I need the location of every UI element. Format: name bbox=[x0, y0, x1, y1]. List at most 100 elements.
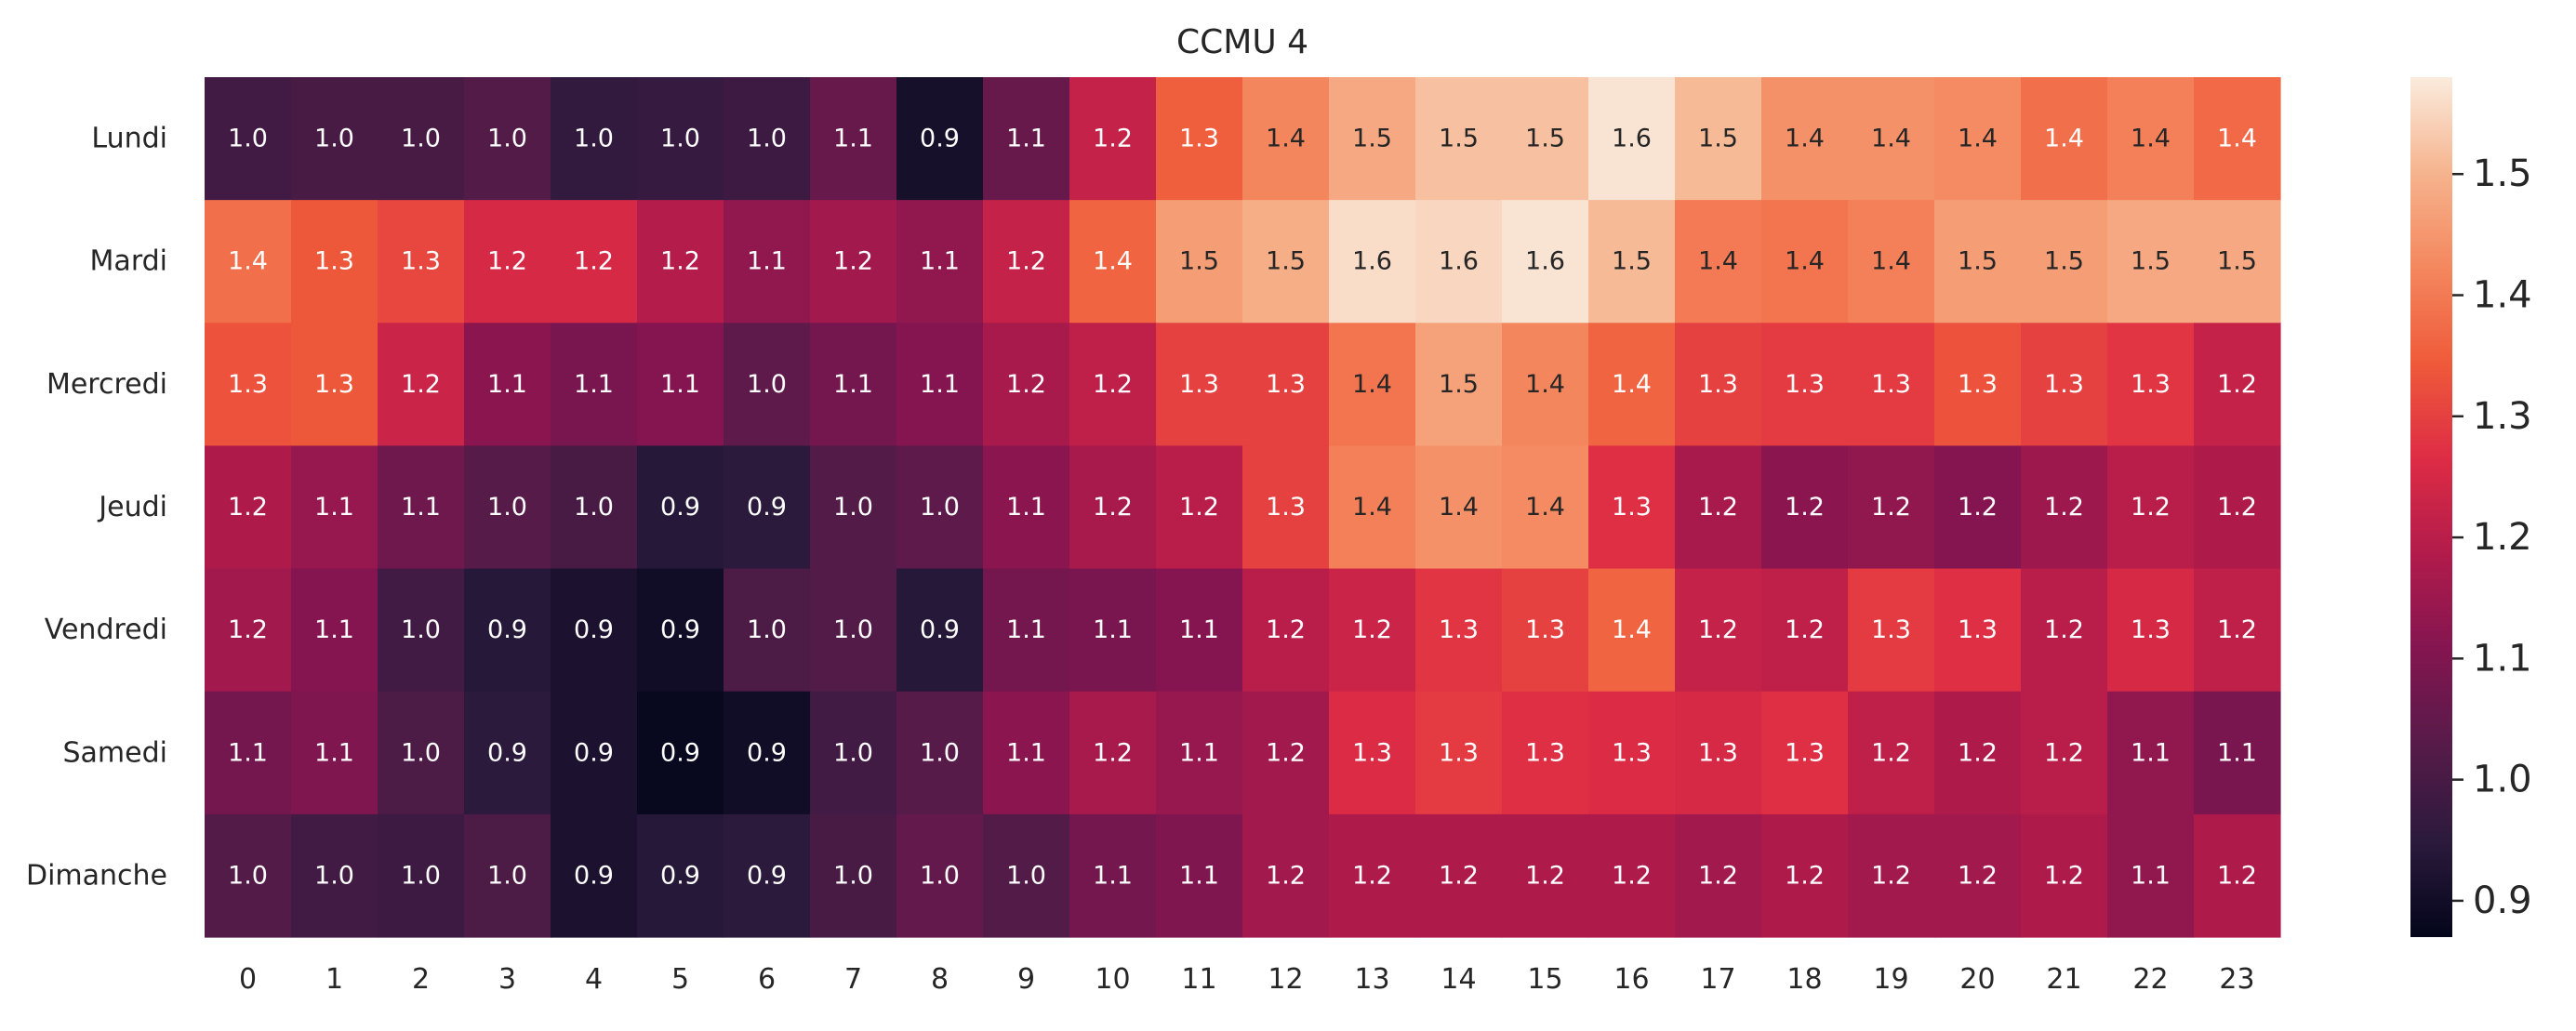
heatmap-cell bbox=[2021, 813, 2108, 938]
heatmap-cell bbox=[1675, 568, 1762, 693]
heatmap-cell bbox=[724, 77, 811, 201]
cell-value-label: 1.2 bbox=[2044, 861, 2084, 890]
cell-value-label: 1.2 bbox=[1785, 861, 1825, 890]
heatmap-cell bbox=[378, 813, 465, 938]
cell-value-label: 1.3 bbox=[314, 370, 354, 399]
cell-value-label: 1.3 bbox=[1871, 370, 1911, 399]
y-tick-label: Jeudi bbox=[97, 491, 167, 523]
cell-value-label: 1.0 bbox=[401, 615, 441, 644]
cell-value-label: 1.2 bbox=[401, 370, 441, 399]
colorbar: 0.9 1.0 1.1 1.2 1.3 1.4 1.5 bbox=[2410, 77, 2532, 937]
cell-value-label: 1.2 bbox=[228, 493, 268, 522]
heatmap-cell bbox=[1329, 568, 1416, 693]
colorbar-gradient bbox=[2410, 77, 2452, 937]
cell-value-label: 1.0 bbox=[660, 125, 700, 153]
cell-value-label: 1.2 bbox=[2131, 493, 2171, 522]
heatmap-cell bbox=[1415, 813, 1503, 938]
cell-value-label: 1.4 bbox=[1958, 125, 1998, 153]
cell-value-label: 1.0 bbox=[747, 615, 787, 644]
heatmap-cell bbox=[810, 813, 897, 938]
heatmap-cell bbox=[896, 77, 984, 201]
heatmap-cell bbox=[1069, 323, 1157, 447]
heatmap-cell bbox=[1069, 813, 1157, 938]
cell-value-label: 1.1 bbox=[1006, 738, 1046, 767]
cell-value-label: 0.9 bbox=[487, 738, 527, 767]
heatmap-cell bbox=[1156, 323, 1243, 447]
heatmap-cell bbox=[2021, 77, 2108, 201]
cell-value-label: 1.0 bbox=[314, 861, 354, 890]
cell-value-label: 1.3 bbox=[1439, 615, 1479, 644]
heatmap-cell bbox=[810, 445, 897, 570]
y-tick-label: Dimanche bbox=[26, 859, 167, 892]
heatmap-cell bbox=[2021, 568, 2108, 693]
x-tick-label: 15 bbox=[1527, 963, 1562, 996]
heatmap-cell bbox=[637, 568, 724, 693]
heatmap-cell bbox=[205, 77, 292, 201]
cell-value-label: 1.1 bbox=[487, 370, 527, 399]
cell-value-label: 0.9 bbox=[660, 861, 700, 890]
heatmap-cell bbox=[637, 813, 724, 938]
heatmap-cell bbox=[205, 445, 292, 570]
heatmap-cell bbox=[2194, 77, 2281, 201]
y-tick-label: Mercredi bbox=[46, 368, 167, 401]
heatmap-cell bbox=[551, 77, 638, 201]
cell-value-label: 1.2 bbox=[1785, 493, 1825, 522]
cell-value-label: 1.4 bbox=[2217, 125, 2257, 153]
heatmap-cell bbox=[1415, 323, 1503, 447]
x-tick-label: 18 bbox=[1786, 963, 1822, 996]
cell-value-label: 1.3 bbox=[2044, 370, 2084, 399]
cell-value-label: 1.1 bbox=[2217, 738, 2257, 767]
heatmap-cell bbox=[378, 691, 465, 815]
cell-value-label: 1.2 bbox=[2217, 370, 2257, 399]
x-tick-label: 23 bbox=[2219, 963, 2254, 996]
heatmap-cell bbox=[983, 445, 1070, 570]
cell-value-label: 1.2 bbox=[1958, 861, 1998, 890]
cell-value-label: 1.2 bbox=[833, 247, 873, 276]
cell-value-label: 1.1 bbox=[920, 370, 960, 399]
heatmap-cell bbox=[1675, 813, 1762, 938]
cell-value-label: 1.0 bbox=[487, 861, 527, 890]
heatmap-cell bbox=[291, 445, 378, 570]
cell-value-label: 1.3 bbox=[1525, 738, 1565, 767]
x-tick-label: 19 bbox=[1873, 963, 1908, 996]
heatmap-cell bbox=[205, 568, 292, 693]
cell-value-label: 1.2 bbox=[1006, 247, 1046, 276]
cell-value-label: 1.0 bbox=[401, 738, 441, 767]
heatmap-cell bbox=[2194, 200, 2281, 324]
heatmap-cell bbox=[637, 691, 724, 815]
heatmap-cell bbox=[1761, 691, 1849, 815]
heatmap-cell bbox=[983, 691, 1070, 815]
heatmap-cell bbox=[1242, 568, 1330, 693]
x-tick-label: 11 bbox=[1181, 963, 1216, 996]
cell-value-label: 1.1 bbox=[1006, 615, 1046, 644]
heatmap-cell bbox=[896, 691, 984, 815]
cell-value-label: 1.0 bbox=[401, 125, 441, 153]
cell-value-label: 1.1 bbox=[401, 493, 441, 522]
heatmap-cell bbox=[1069, 568, 1157, 693]
cell-value-label: 1.0 bbox=[920, 861, 960, 890]
heatmap-cell bbox=[1502, 568, 1589, 693]
x-tick-label: 8 bbox=[931, 963, 949, 996]
x-tick-label: 9 bbox=[1017, 963, 1035, 996]
chart-title: CCMU 4 bbox=[1176, 23, 1308, 61]
heatmap-cell bbox=[637, 77, 724, 201]
cell-value-label: 1.5 bbox=[1612, 247, 1652, 276]
cell-value-label: 1.3 bbox=[228, 370, 268, 399]
heatmap-cell bbox=[291, 323, 378, 447]
cell-value-label: 0.9 bbox=[660, 738, 700, 767]
cell-value-label: 1.3 bbox=[1612, 738, 1652, 767]
heatmap-cell bbox=[983, 323, 1070, 447]
cell-value-label: 1.1 bbox=[314, 493, 354, 522]
cell-value-label: 1.2 bbox=[1266, 738, 1306, 767]
heatmap-cell bbox=[1675, 691, 1762, 815]
cell-value-label: 1.0 bbox=[401, 861, 441, 890]
cell-value-label: 1.4 bbox=[2131, 125, 2171, 153]
colorbar-tick-label: 1.1 bbox=[2473, 637, 2532, 680]
heatmap-cell bbox=[810, 77, 897, 201]
heatmap-cell bbox=[810, 200, 897, 324]
cell-value-label: 1.0 bbox=[574, 493, 614, 522]
cell-value-label: 1.4 bbox=[1093, 247, 1133, 276]
cell-value-label: 1.2 bbox=[574, 247, 614, 276]
heatmap-cell bbox=[1934, 691, 2022, 815]
